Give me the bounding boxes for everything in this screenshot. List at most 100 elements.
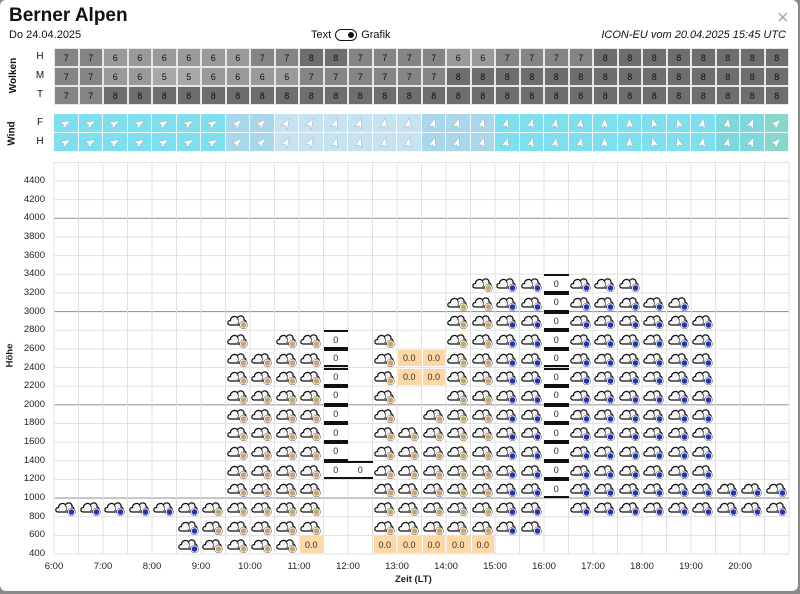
svg-text:1: 1 <box>481 339 485 345</box>
cloud-row-label: M <box>35 70 45 81</box>
cloud-cell: 8 <box>568 86 593 105</box>
cloud-cell-icon: 1 <box>593 312 618 331</box>
cloud-cell-icon: 1 <box>667 461 692 480</box>
svg-text:1: 1 <box>457 450 461 456</box>
svg-text:1: 1 <box>506 394 510 400</box>
y-tick-label: 2000 <box>23 398 45 410</box>
cloud-sun-icon: 1 <box>447 520 468 535</box>
cloud-cell-icon: 1 <box>250 535 275 554</box>
cloud-cell-icon: 1 <box>422 498 447 517</box>
toggle-label-grafik[interactable]: Grafik <box>361 29 391 41</box>
cloud-drop-icon: 1 <box>594 408 615 423</box>
wind-cell <box>372 133 397 152</box>
cloud-drop-icon: 1 <box>520 427 542 442</box>
cloud-cell-icon: 1 <box>667 330 692 349</box>
cloud-drop-icon: 1 <box>594 278 615 293</box>
svg-text:1: 1 <box>236 394 240 400</box>
cloud-cell-icon: 1 <box>618 368 643 387</box>
cloud-sun-icon: 1 <box>275 408 297 423</box>
svg-text:1: 1 <box>677 394 681 400</box>
cloud-cell-icon: 1 <box>373 461 398 480</box>
svg-text:1: 1 <box>604 339 608 345</box>
cloud-cell-icon: 1 <box>471 461 496 480</box>
cloud-cell-icon: 1 <box>520 368 545 387</box>
svg-text:1: 1 <box>285 525 289 531</box>
x-tick-label: 18:00 <box>630 561 654 572</box>
cloud-cell-icon: 1 <box>373 498 398 517</box>
wind-arrow-icon <box>329 117 338 129</box>
x-tick-label: 19:00 <box>679 561 703 572</box>
wind-arrow-icon <box>132 119 145 130</box>
cloud-sun-icon: 1 <box>398 446 419 460</box>
svg-text:1: 1 <box>432 506 436 512</box>
cloud-cell-icon: 1 <box>275 349 300 368</box>
cloud-cell-icon: 1 <box>226 517 251 536</box>
model-info: ICON-EU vom 20.04.2025 15:45 UTC <box>601 29 786 41</box>
cloud-cell-icon: 1 <box>691 368 716 387</box>
cloud-cell-icon: 1 <box>642 312 667 331</box>
cloud-cell-icon: 1 <box>716 498 741 517</box>
svg-text:1: 1 <box>187 506 191 512</box>
cloud-cell: 7 <box>348 48 373 67</box>
cloud-drop-icon: 1 <box>594 483 615 498</box>
svg-text:1: 1 <box>677 376 681 382</box>
x-tick-label: 13:00 <box>385 561 409 572</box>
svg-text:1: 1 <box>628 339 632 345</box>
wind-cell <box>127 114 152 133</box>
toggle-label-text[interactable]: Text <box>311 29 332 41</box>
cloud-sun-icon: 1 <box>422 520 444 535</box>
cloud-cell: 8 <box>691 67 716 86</box>
svg-text:1: 1 <box>579 320 583 326</box>
svg-text:1: 1 <box>628 450 632 456</box>
freezing-level-cell: 0 <box>323 330 348 349</box>
svg-text:1: 1 <box>506 301 510 307</box>
x-tick-label: 10:00 <box>238 561 262 572</box>
svg-text:1: 1 <box>702 376 706 382</box>
cloud-cell-icon: 1 <box>593 461 618 480</box>
toggle-switch[interactable] <box>335 29 358 41</box>
cloud-cell-icon: 1 <box>275 442 300 461</box>
freezing-level-cell: 0 <box>323 404 348 424</box>
wind-arrow-icon <box>452 136 461 148</box>
svg-text:1: 1 <box>726 506 730 512</box>
svg-text:1: 1 <box>310 469 314 475</box>
cloud-drop-icon: 1 <box>618 334 640 348</box>
wind-group-label: Wind <box>6 121 18 146</box>
cloud-cell-icon: 1 <box>250 442 275 461</box>
svg-text:1: 1 <box>677 450 681 456</box>
cloud-cell-icon: 1 <box>422 461 447 480</box>
view-toggle[interactable]: Text Grafik <box>311 29 391 41</box>
svg-text:1: 1 <box>604 283 608 289</box>
y-tick-label: 1000 <box>23 492 45 504</box>
cloud-sun-icon: 1 <box>275 520 297 535</box>
cloud-drop-icon: 1 <box>643 446 664 460</box>
cloud-cell: 8 <box>642 48 667 67</box>
wind-cell <box>348 114 373 133</box>
svg-text:1: 1 <box>604 357 608 363</box>
cloud-cell: 8 <box>642 86 667 105</box>
wind-cell <box>764 114 789 133</box>
wind-cell <box>617 133 642 152</box>
svg-text:1: 1 <box>628 357 632 363</box>
cloud-drop-icon: 1 <box>520 502 542 516</box>
cloud-drop-icon: 1 <box>667 427 689 442</box>
cloud-cell: 8 <box>617 86 642 105</box>
cloud-sun-icon: 1 <box>300 334 321 348</box>
cloud-cell-icon: 1 <box>275 423 300 442</box>
cloud-cell-icon: 1 <box>667 498 692 517</box>
cloud-cell-icon: 1 <box>740 479 765 498</box>
cloud-drop-icon: 1 <box>618 446 640 460</box>
x-tick-label: 8:00 <box>142 561 162 572</box>
svg-text:1: 1 <box>261 506 265 512</box>
cloud-sun-icon: 1 <box>398 520 419 535</box>
wind-cell <box>740 133 765 152</box>
wind-cell <box>470 133 495 152</box>
svg-text:1: 1 <box>530 525 534 531</box>
svg-text:1: 1 <box>628 413 632 419</box>
cloud-cell-icon: 1 <box>495 386 520 405</box>
cloud-cell-icon: 1 <box>520 274 545 293</box>
svg-text:1: 1 <box>285 432 289 438</box>
svg-text:1: 1 <box>432 432 436 438</box>
close-icon[interactable]: × <box>777 7 789 29</box>
